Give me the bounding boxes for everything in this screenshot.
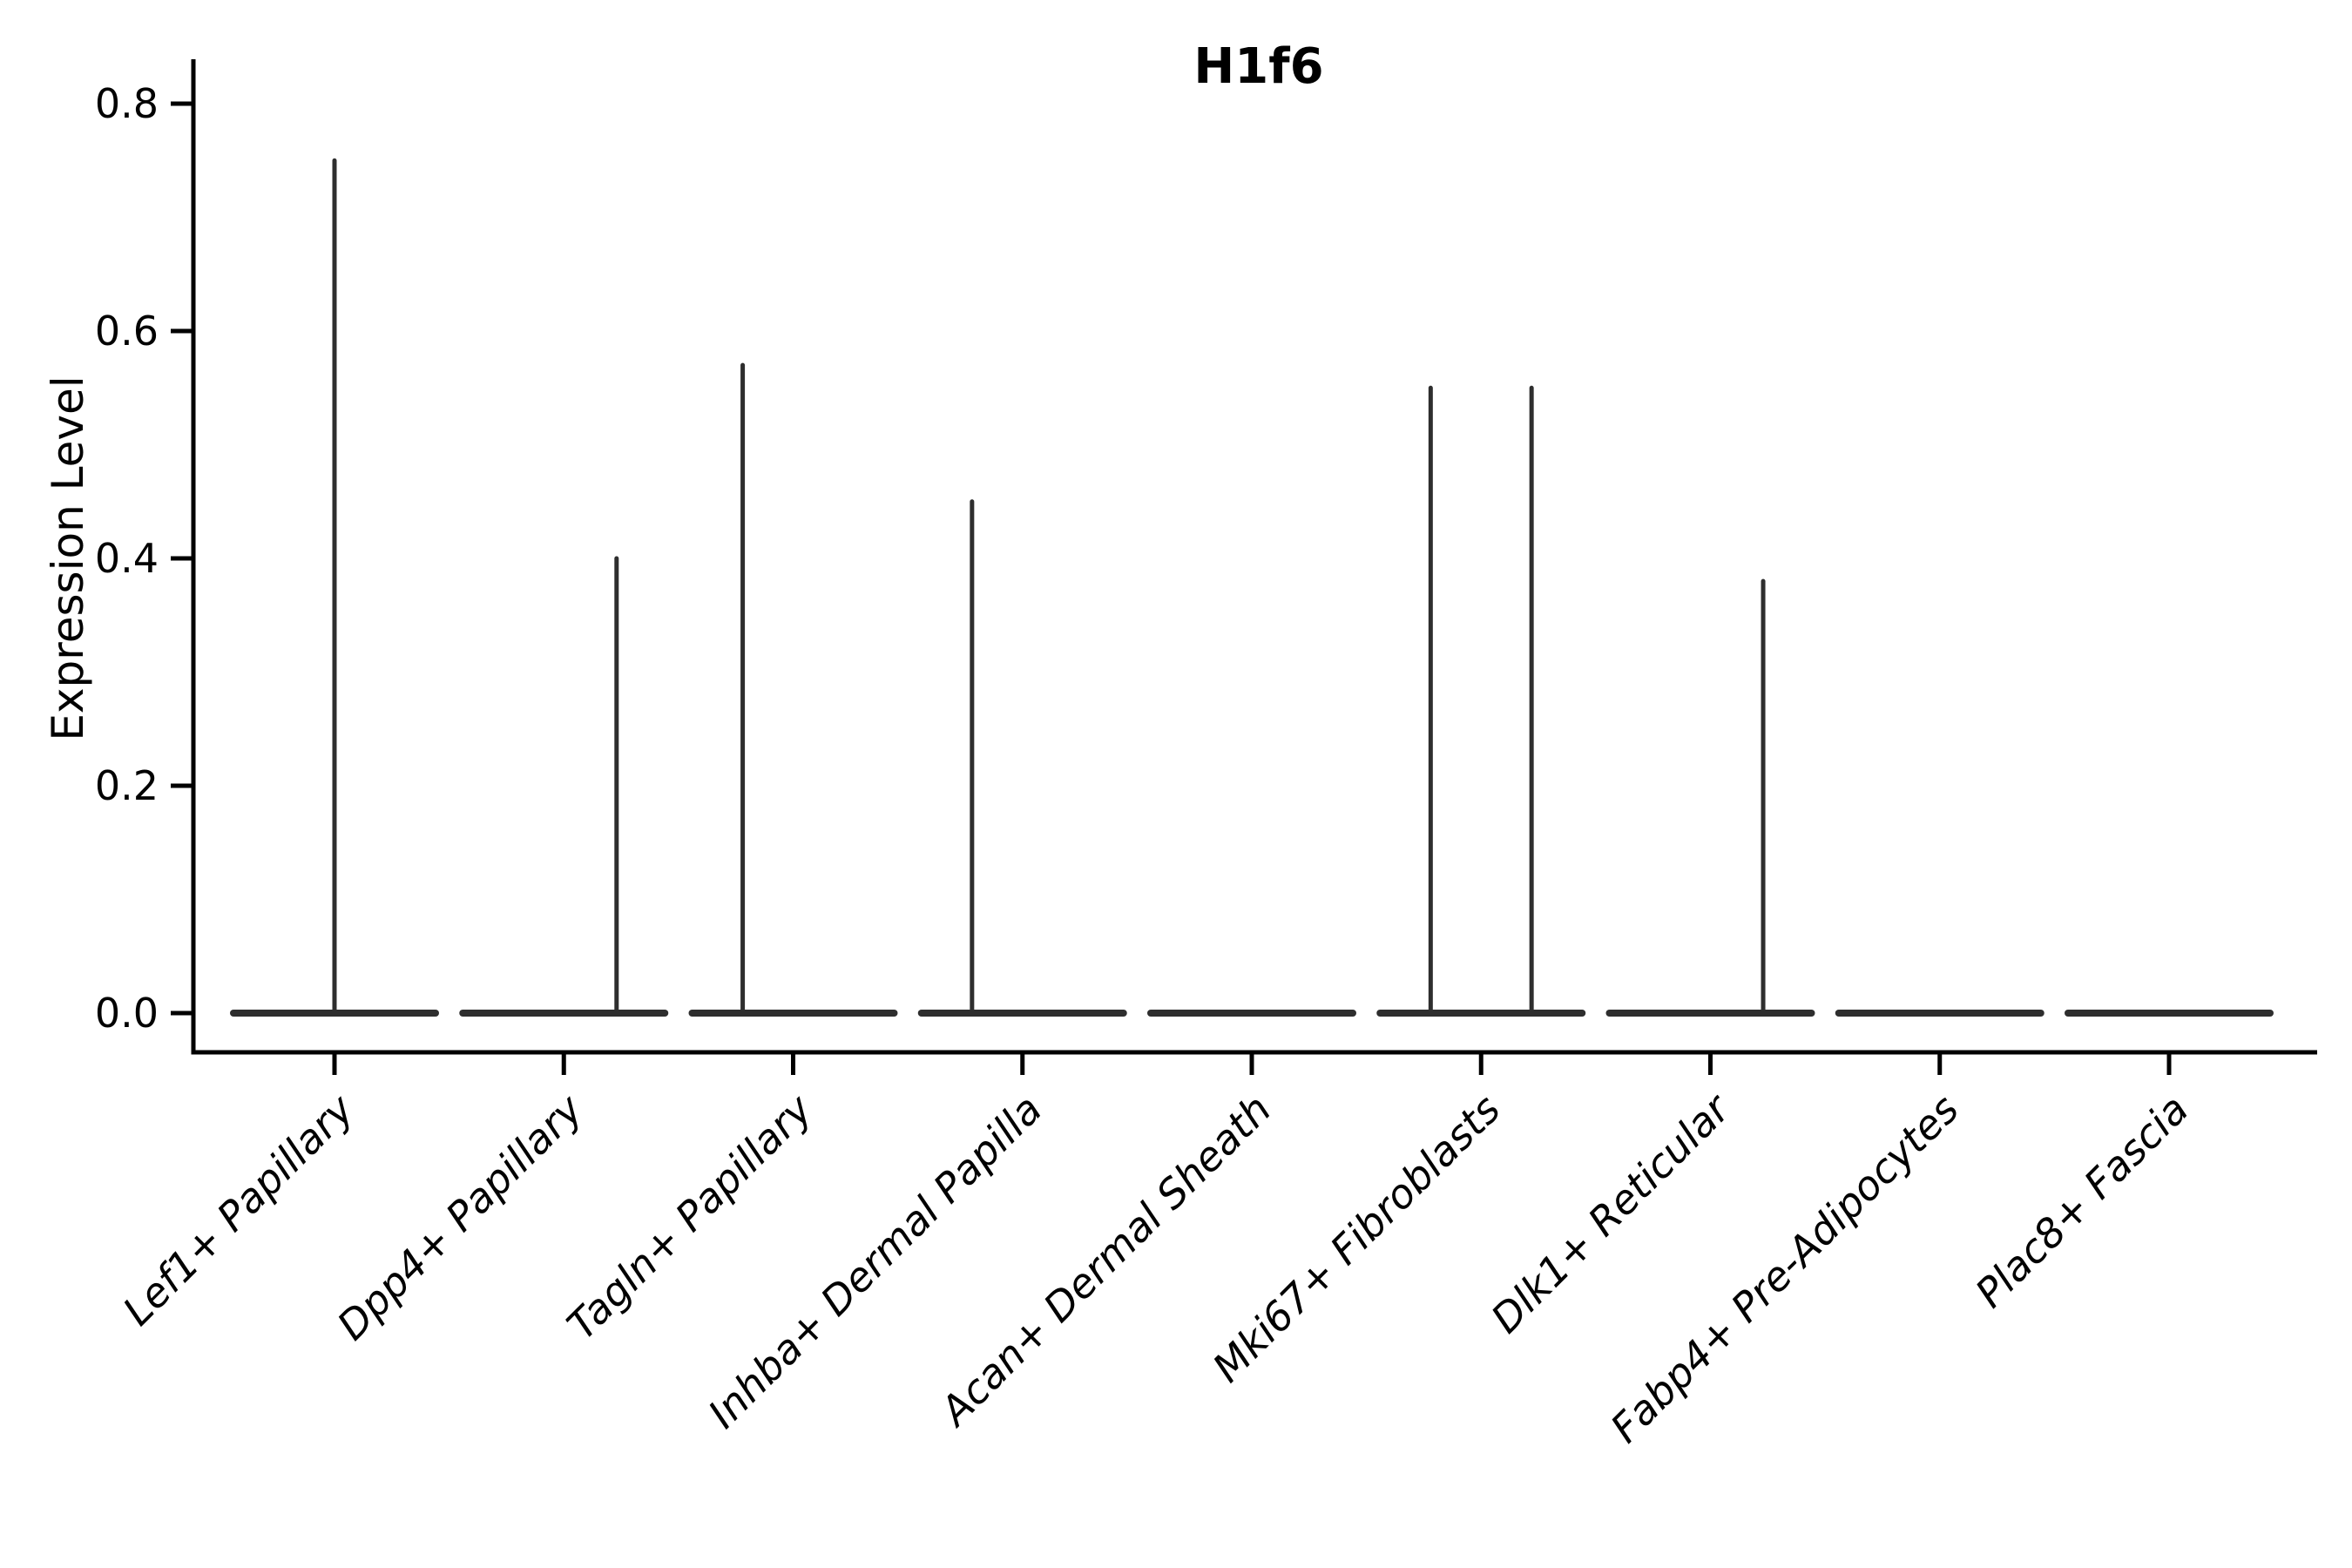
y-tick-label: 0.6 (94, 308, 159, 355)
y-tick-label: 0.2 (94, 762, 159, 809)
y-tick-label: 0.8 (94, 80, 159, 127)
y-tick-label: 0.4 (94, 535, 159, 582)
y-tick-label: 0.0 (94, 990, 159, 1037)
chart-title: H1f6 (1193, 38, 1324, 95)
